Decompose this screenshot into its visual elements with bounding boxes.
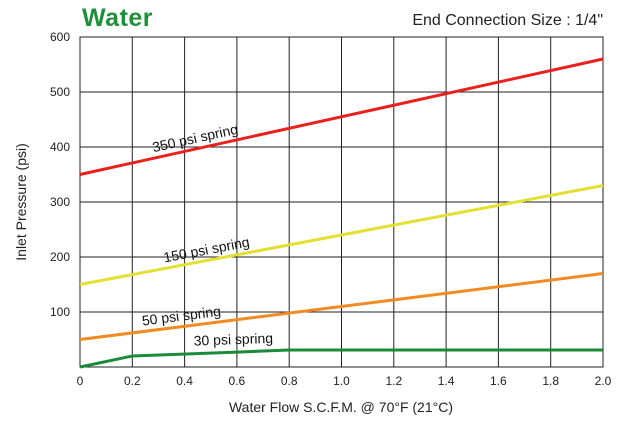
grid-lines (80, 36, 603, 367)
y-tick-label: 100 (50, 305, 70, 319)
y-axis-label: Inlet Pressure (psi) (13, 143, 29, 260)
y-tick-label: 500 (50, 85, 70, 99)
x-tick-label: 1.8 (542, 374, 559, 388)
chart-subtitle: End Connection Size : 1/4" (412, 12, 603, 29)
series-label: 30 psi spring (193, 330, 273, 349)
y-tick-label: 200 (50, 250, 70, 264)
x-tick-label: 0 (77, 374, 84, 388)
x-tick-label: 1.0 (333, 374, 350, 388)
y-tick-labels: 100 200 300 400 500 600 (50, 30, 70, 319)
chart-title: Water (82, 4, 154, 32)
y-tick-label: 600 (50, 30, 70, 44)
x-tick-label: 0.4 (176, 374, 193, 388)
series-line (79, 348, 603, 369)
x-tick-label: 1.4 (438, 374, 455, 388)
series-line (79, 57, 604, 176)
y-tick-label: 400 (50, 140, 70, 154)
x-tick-label: 1.2 (385, 374, 402, 388)
x-tick-label: 1.6 (490, 374, 507, 388)
x-tick-label: 2.0 (595, 374, 612, 388)
series-line (79, 272, 604, 341)
x-tick-label: 0.8 (281, 374, 298, 388)
series-line (79, 184, 604, 286)
x-tick-labels: 0 0.2 0.4 0.6 0.8 1.0 1.2 1.4 1.6 1.8 2.0 (77, 374, 612, 388)
x-tick-label: 0.2 (124, 374, 141, 388)
x-tick-label: 0.6 (229, 374, 246, 388)
series-lines (79, 57, 604, 369)
y-tick-label: 300 (50, 195, 70, 209)
x-axis-label: Water Flow S.C.F.M. @ 70°F (21°C) (229, 399, 453, 415)
